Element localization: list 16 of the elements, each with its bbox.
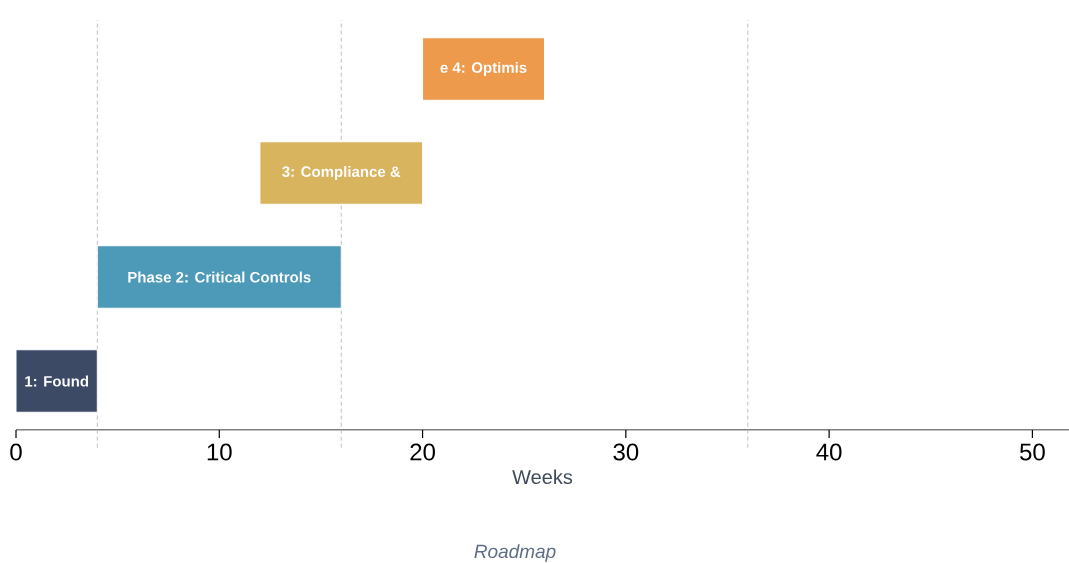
bar	[422, 37, 546, 101]
x-tick-label: 30	[613, 443, 639, 461]
x-axis-title: Weeks	[512, 469, 573, 485]
x-tick-label: 0	[10, 443, 22, 461]
x-tick-label: 20	[410, 443, 435, 461]
bar	[96, 245, 342, 309]
y-tick-label: 1: Found	[25, 375, 89, 387]
x-tick-label: 40	[816, 443, 842, 461]
x-tick-label: 10	[207, 443, 232, 461]
y-tick-label: e 4: Optimis	[440, 61, 527, 76]
x-tick-label: 50	[1020, 443, 1045, 461]
y-tick-label: 3: Compliance &	[282, 165, 401, 180]
y-tick-label: Phase 2: Critical Controls	[128, 271, 311, 283]
bar	[15, 349, 98, 413]
text: Roadmap	[474, 544, 556, 562]
bar	[259, 141, 424, 205]
